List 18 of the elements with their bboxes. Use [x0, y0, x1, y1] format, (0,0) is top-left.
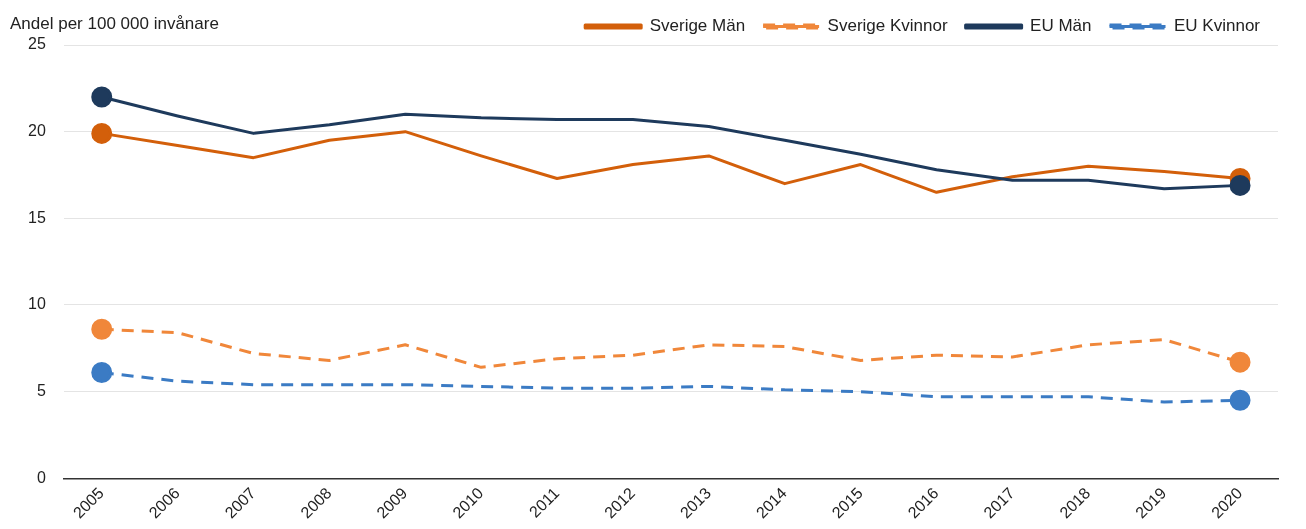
- point: [1229, 389, 1251, 411]
- point: [91, 318, 113, 340]
- point: [91, 362, 113, 384]
- y-tick-label: 15: [28, 208, 46, 226]
- y-tick-label: 10: [28, 295, 46, 313]
- y-tick-label: 5: [36, 382, 46, 400]
- y-tick-label: 25: [28, 35, 46, 53]
- point: [1229, 174, 1251, 196]
- point: [91, 86, 113, 108]
- y-tick-label: 20: [28, 122, 46, 140]
- legend-label: EU Kvinnor: [1174, 16, 1261, 36]
- y-axis-title: Andel per 100 000 invånare: [10, 14, 219, 34]
- point: [1229, 351, 1251, 373]
- legend-label: Sverige Kvinnor: [827, 16, 948, 36]
- legend-label: Sverige Män: [649, 16, 746, 36]
- y-tick-label: 0: [36, 468, 46, 486]
- legend-label: EU Män: [1030, 16, 1092, 36]
- point: [91, 122, 113, 144]
